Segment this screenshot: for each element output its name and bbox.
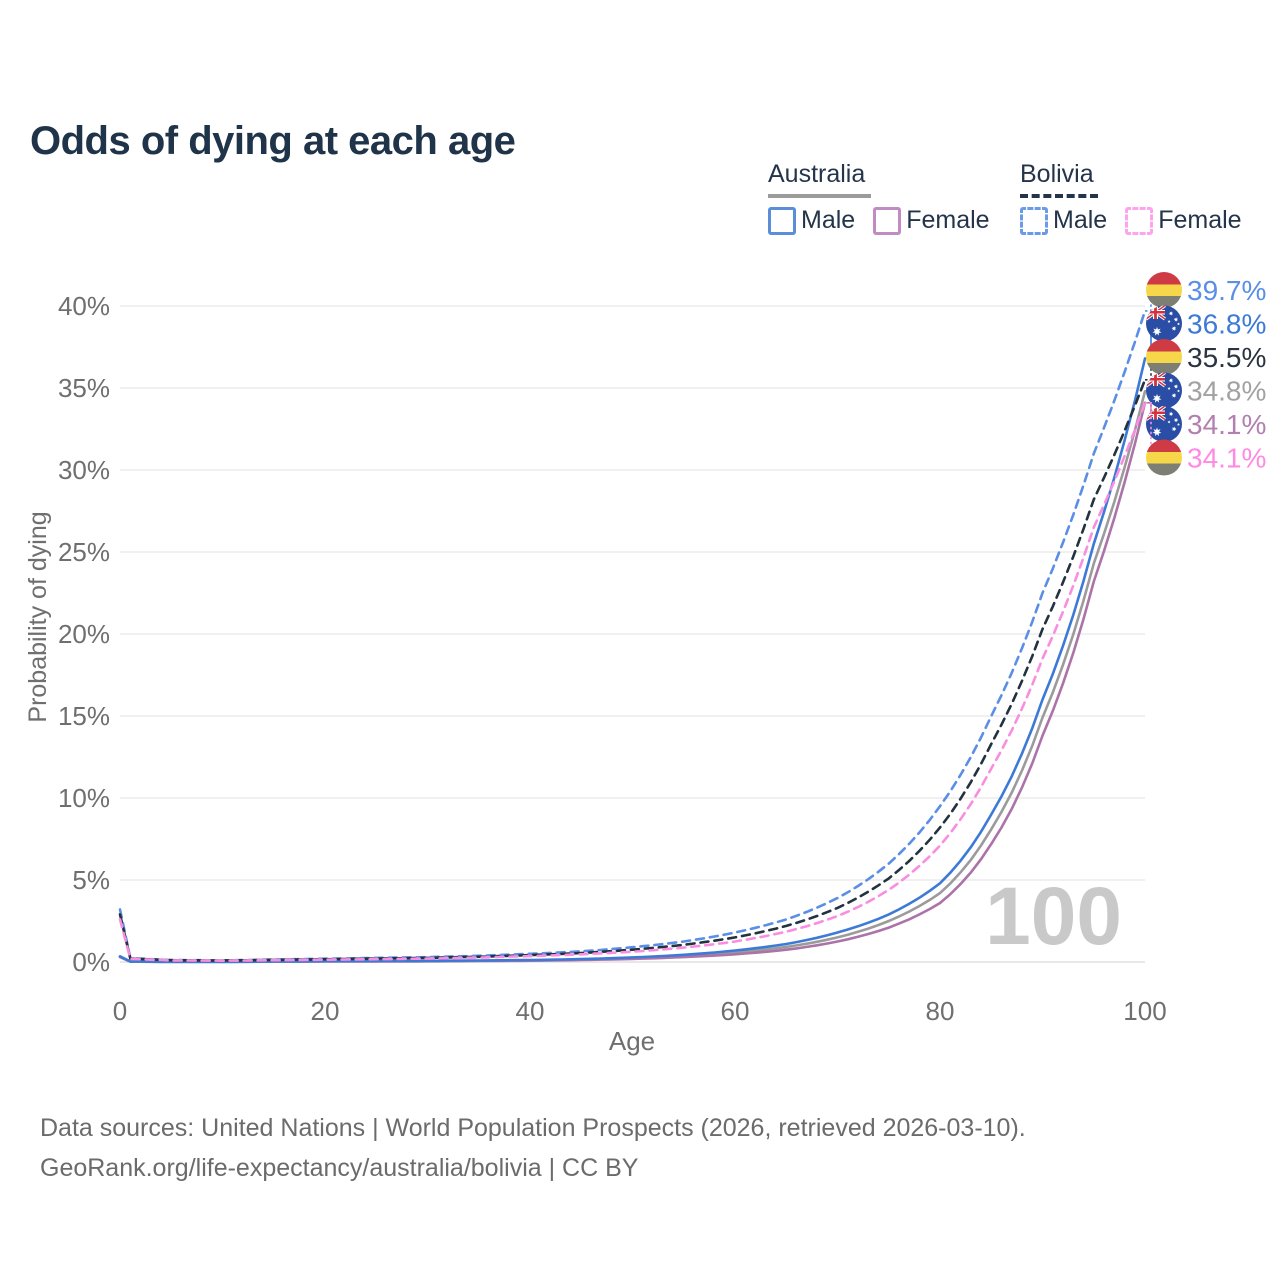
x-tick-label: 20: [311, 996, 340, 1026]
x-tick-label: 100: [1123, 996, 1166, 1026]
legend-group-title: Bolivia: [1020, 160, 1094, 188]
x-tick-label: 0: [113, 996, 127, 1026]
legend-item-bolivia-female[interactable]: Female: [1125, 206, 1242, 235]
x-tick-label: 80: [926, 996, 955, 1026]
x-tick-label: 40: [516, 996, 545, 1026]
bolivia-dashed-line-sample: [1020, 194, 1098, 198]
age-counter-watermark: 100: [985, 871, 1122, 962]
end-value-label-australia-male: 36.8%: [1187, 309, 1266, 340]
y-tick-label: 10%: [58, 783, 110, 813]
series-line-bolivia-male[interactable]: [118, 309, 1147, 962]
australia-solid-line-sample: [768, 194, 871, 198]
data-source-line2: GeoRank.org/life-expectancy/australia/bo…: [40, 1154, 639, 1182]
legend-group-bolivia: Bolivia Male Female: [1020, 160, 1242, 235]
australia-female-swatch[interactable]: [873, 206, 902, 235]
y-tick-label: 35%: [58, 373, 110, 403]
legend-item-australia-female[interactable]: Female: [873, 206, 990, 235]
legend-item-bolivia-male[interactable]: Male: [1020, 206, 1107, 235]
legend-item-australia-male[interactable]: Male: [768, 206, 855, 235]
legend-item-label: Female: [906, 206, 990, 234]
bolivia-flag-icon: [1146, 439, 1182, 476]
y-tick-label: 30%: [58, 455, 110, 485]
y-tick-label: 20%: [58, 619, 110, 649]
legend-group-title: Australia: [768, 160, 866, 188]
series-line-australia-male[interactable]: [118, 357, 1147, 964]
end-value-label-bolivia-both-sexes: 35.5%: [1187, 342, 1266, 373]
y-tick-label: 25%: [58, 537, 110, 567]
data-source-line1: Data sources: United Nations | World Pop…: [40, 1114, 1026, 1142]
end-value-label-australia-both-sexes: 34.8%: [1187, 376, 1266, 407]
bolivia-flag-icon: [1146, 272, 1182, 308]
series-line-bolivia-female[interactable]: [118, 401, 1147, 963]
bolivia-flag-icon: [1146, 339, 1182, 375]
bolivia-female-swatch[interactable]: [1125, 206, 1154, 235]
y-tick-label: 15%: [58, 701, 110, 731]
legend-item-label: Male: [801, 206, 856, 234]
y-axis-title: Probability of dying: [24, 511, 52, 722]
australia-flag-icon: [1146, 372, 1182, 409]
bolivia-male-swatch[interactable]: [1020, 206, 1048, 235]
y-tick-label: 40%: [58, 291, 110, 321]
legend-group-australia: Australia Male Female: [768, 160, 990, 235]
y-tick-label: 5%: [72, 865, 110, 895]
australia-flag-icon: [1146, 305, 1182, 342]
x-axis-title: Age: [609, 1026, 655, 1056]
data-source-note: Data sources: United Nations | World Pop…: [40, 1108, 1026, 1188]
legend-item-label: Male: [1053, 206, 1108, 234]
series-line-bolivia-both-sexes[interactable]: [118, 378, 1147, 962]
legend: Australia Male Female Bolivia: [0, 160, 1280, 240]
x-tick-label: 60: [721, 996, 750, 1026]
page-title: Odds of dying at each age: [30, 118, 516, 163]
y-tick-label: 0%: [72, 947, 110, 977]
legend-item-label: Female: [1158, 206, 1242, 234]
australia-male-swatch[interactable]: [768, 206, 796, 235]
end-value-label-bolivia-female: 34.1%: [1187, 443, 1266, 474]
end-value-label-australia-female: 34.1%: [1187, 409, 1266, 440]
end-value-label-bolivia-male: 39.7%: [1187, 275, 1266, 306]
